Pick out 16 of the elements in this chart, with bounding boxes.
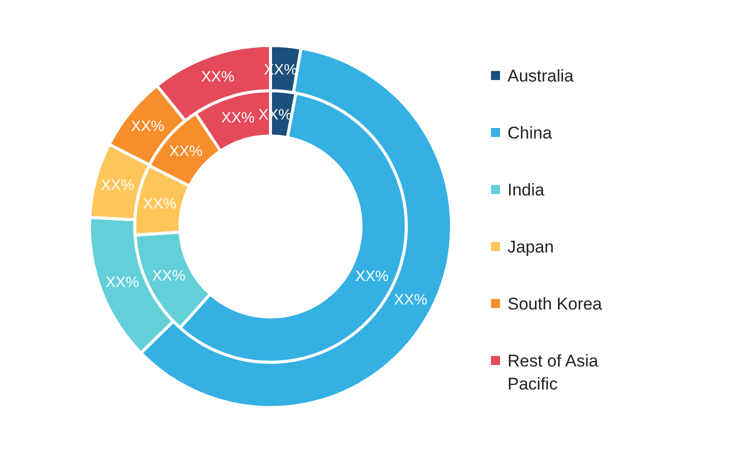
data-label: XX%	[152, 267, 186, 284]
legend-label: Japan	[508, 238, 554, 256]
legend-label: Australia	[508, 66, 574, 86]
data-label: XX%	[201, 68, 234, 86]
legend-label: China	[508, 124, 552, 142]
legend-label: South Korea	[508, 294, 603, 314]
data-label: XX%	[106, 274, 140, 291]
data-label: XX%	[355, 268, 389, 286]
data-label: XX%	[100, 177, 134, 194]
data-label: XX%	[169, 142, 203, 160]
legend-label: Rest of Asia Pacific	[508, 352, 599, 394]
data-label: XX%	[142, 195, 176, 212]
legend-label: India	[508, 180, 545, 200]
data-label: XX%	[221, 110, 255, 127]
data-label: XX%	[394, 292, 428, 309]
data-label: XX%	[130, 118, 164, 136]
